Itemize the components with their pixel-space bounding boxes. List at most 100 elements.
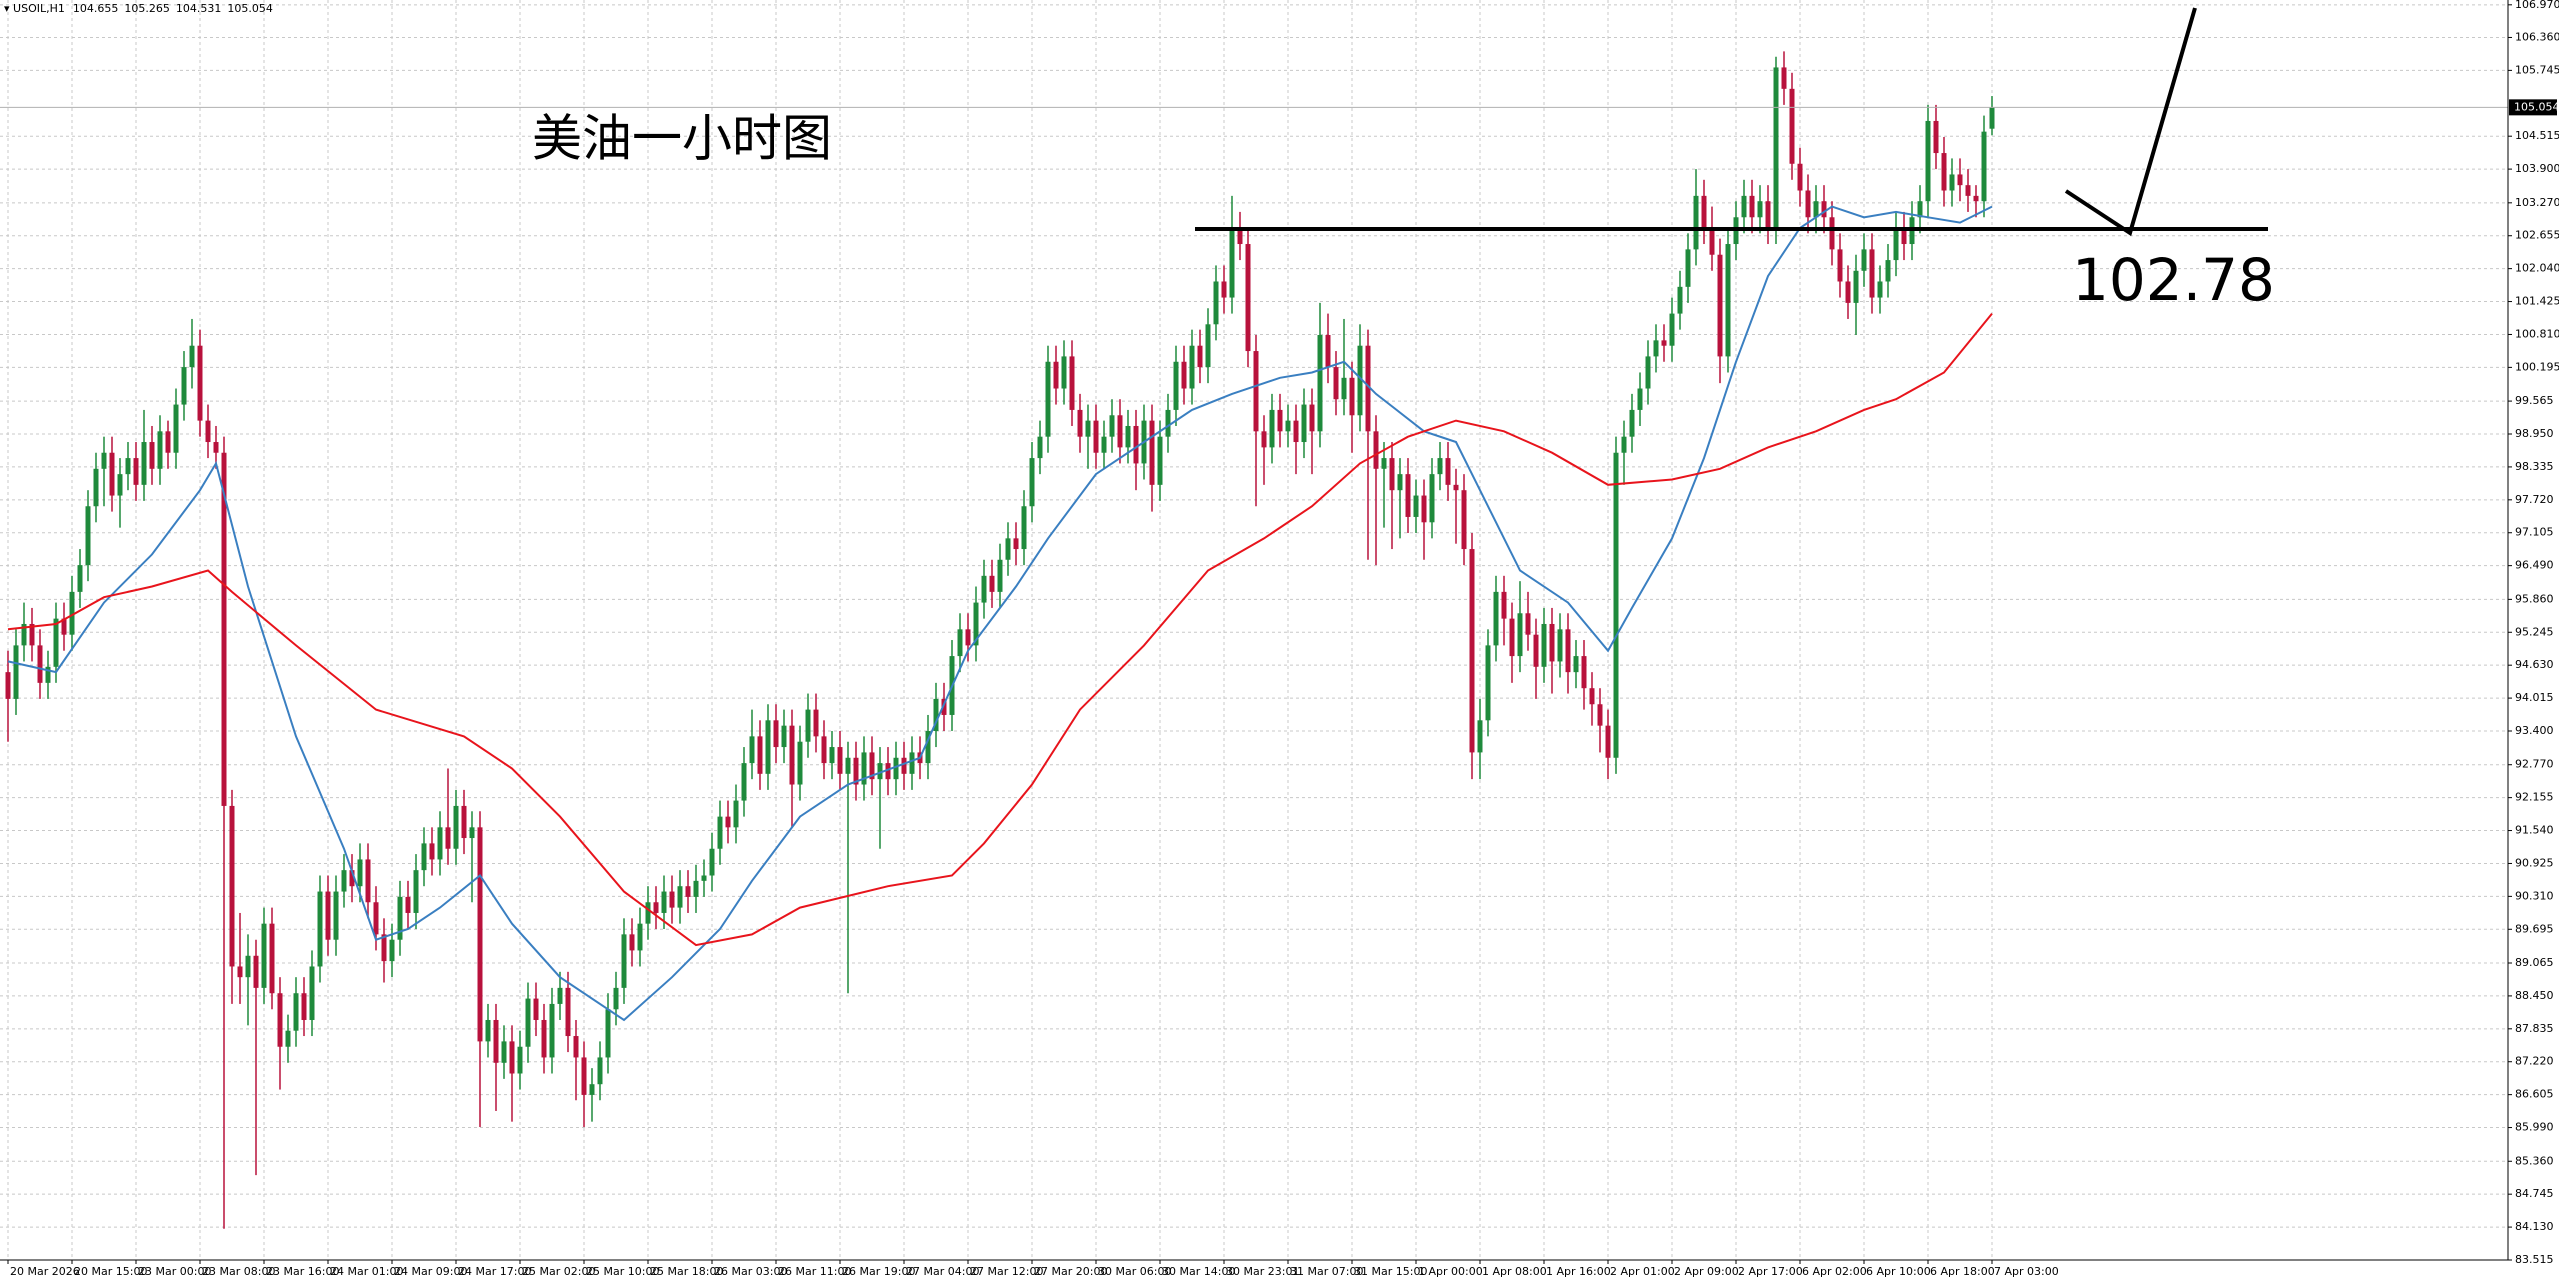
candle-body: [1389, 458, 1395, 491]
candle-body: [1253, 351, 1259, 432]
candle-body: [125, 458, 131, 475]
x-tick-label: 30 Mar 23:01: [1226, 1265, 1299, 1278]
candle-body: [1133, 425, 1139, 464]
candle-body: [1533, 634, 1539, 667]
y-tick-label: 89.695: [2515, 922, 2554, 935]
y-tick-label: 97.105: [2515, 526, 2554, 539]
candle-body: [709, 848, 715, 876]
candle-body: [885, 763, 891, 780]
candle-body: [1989, 107, 1995, 129]
candle-body: [1573, 656, 1579, 673]
candle-body: [165, 431, 171, 453]
candle-body: [453, 805, 459, 849]
candle-body: [1373, 431, 1379, 469]
candle-body: [1477, 720, 1483, 753]
y-tick-label: 92.770: [2515, 758, 2554, 771]
x-tick-label: 26 Mar 11:00: [778, 1265, 851, 1278]
candle-body: [501, 1041, 507, 1063]
candle-body: [181, 367, 187, 405]
candle-body: [1981, 131, 1987, 202]
candle-body: [813, 709, 819, 737]
x-tick-label: 31 Mar 07:00: [1290, 1265, 1363, 1278]
candle-body: [29, 623, 35, 646]
candle-body: [1109, 415, 1115, 437]
candle-body: [365, 859, 371, 903]
symbol: USOIL,H1: [13, 2, 65, 15]
candle-body: [1237, 227, 1243, 245]
candle-body: [1877, 281, 1883, 298]
candle-body: [1589, 688, 1595, 705]
candle-body: [597, 1057, 603, 1085]
candle-body: [629, 934, 635, 951]
candle-body: [1069, 356, 1075, 410]
candle-body: [1469, 549, 1475, 753]
candle-body: [1773, 67, 1779, 228]
candle-body: [1413, 495, 1419, 517]
candle-body: [1669, 313, 1675, 346]
candle-body: [1245, 244, 1251, 352]
x-tick-label: 1 Apr 00:00: [1418, 1265, 1483, 1278]
candle-body: [1973, 195, 1979, 202]
candle-body: [1613, 452, 1619, 758]
candle-body: [1277, 409, 1283, 432]
candle-body: [909, 752, 915, 774]
candle-body: [1181, 361, 1187, 389]
candle-body: [533, 998, 539, 1020]
candle-body: [45, 666, 51, 683]
x-tick-label: 2 Apr 09:00: [1674, 1265, 1739, 1278]
candle-body: [1685, 249, 1691, 287]
candle-body: [1661, 340, 1667, 346]
candle-body: [861, 752, 867, 785]
candle-body: [1517, 613, 1523, 657]
header-low: 104.531: [176, 2, 222, 15]
candle-body: [309, 966, 315, 1020]
candle-body: [973, 602, 979, 646]
candle-body: [933, 698, 939, 732]
candle-body: [1725, 244, 1731, 357]
candle-body: [1917, 201, 1923, 218]
x-tick-label: 30 Mar 14:00: [1162, 1265, 1235, 1278]
y-tick-label: 85.360: [2515, 1154, 2554, 1167]
candle-body: [757, 736, 763, 774]
candle-body: [1301, 404, 1307, 443]
candle-body: [693, 880, 699, 897]
y-tick-label: 102.655: [2515, 229, 2559, 242]
candle-body: [981, 575, 987, 603]
candle-body: [637, 923, 643, 951]
candle-body: [1085, 420, 1091, 437]
candle-body: [789, 725, 795, 785]
candle-body: [1229, 227, 1235, 298]
candle-body: [1501, 591, 1507, 619]
candle-body: [1837, 249, 1843, 282]
candle-body: [1941, 153, 1947, 191]
y-tick-label: 90.925: [2515, 856, 2554, 869]
candle-body: [837, 747, 843, 774]
candle-body: [5, 672, 11, 699]
x-tick-label: 1 Apr 08:00: [1482, 1265, 1547, 1278]
y-tick-label: 97.720: [2515, 493, 2554, 506]
candle-body: [797, 741, 803, 785]
candle-body: [1197, 345, 1203, 368]
candle-body: [253, 955, 259, 988]
candle-body: [429, 843, 435, 860]
candle-body: [965, 629, 971, 646]
candle-body: [1965, 185, 1971, 196]
candle-body: [1349, 377, 1355, 416]
candle-body: [437, 827, 443, 860]
candle-body: [1653, 340, 1659, 357]
chart-header: ▾ USOIL,H1 104.655 105.265 104.531 105.054: [4, 2, 273, 15]
candle-body: [685, 886, 691, 897]
y-tick-label: 103.270: [2515, 196, 2559, 209]
candle-body: [69, 591, 75, 635]
candle-body: [1293, 420, 1299, 443]
candle-body: [413, 870, 419, 913]
candle-body: [1525, 613, 1531, 635]
candle-body: [1893, 227, 1899, 261]
chart-title: 美油一小时图: [532, 110, 832, 168]
x-tick-label: 24 Mar 01:00: [330, 1265, 403, 1278]
candle-body: [37, 645, 43, 683]
candle-body: [653, 902, 659, 913]
moving-average-line: [7, 312, 1993, 947]
y-tick-label: 84.745: [2515, 1187, 2554, 1200]
